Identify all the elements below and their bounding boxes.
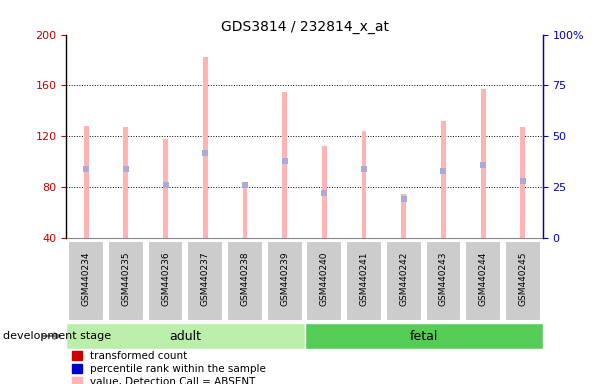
Text: GSM440245: GSM440245 (519, 252, 528, 306)
Text: GSM440242: GSM440242 (399, 252, 408, 306)
FancyBboxPatch shape (466, 241, 501, 321)
Bar (124, 127, 128, 238)
Text: GSM440240: GSM440240 (320, 252, 329, 306)
Text: GSM440234: GSM440234 (81, 252, 90, 306)
FancyBboxPatch shape (386, 241, 421, 321)
FancyBboxPatch shape (227, 241, 263, 321)
FancyBboxPatch shape (188, 241, 223, 321)
FancyBboxPatch shape (346, 241, 382, 321)
Text: GSM440235: GSM440235 (121, 251, 130, 306)
FancyBboxPatch shape (306, 241, 343, 321)
FancyBboxPatch shape (267, 241, 303, 321)
Bar (441, 121, 446, 238)
FancyBboxPatch shape (66, 323, 305, 349)
Bar (362, 131, 367, 238)
Text: GSM440243: GSM440243 (439, 252, 448, 306)
Text: GSM440244: GSM440244 (479, 252, 488, 306)
Bar (322, 147, 327, 238)
FancyBboxPatch shape (505, 241, 541, 321)
Bar (481, 89, 485, 238)
Text: development stage: development stage (3, 331, 111, 341)
Legend: transformed count, percentile rank within the sample, value, Detection Call = AB: transformed count, percentile rank withi… (72, 351, 266, 384)
FancyBboxPatch shape (305, 323, 543, 349)
Bar (203, 58, 207, 238)
FancyBboxPatch shape (426, 241, 461, 321)
Bar (163, 139, 168, 238)
Title: GDS3814 / 232814_x_at: GDS3814 / 232814_x_at (221, 20, 388, 33)
Bar (520, 127, 525, 238)
FancyBboxPatch shape (148, 241, 183, 321)
Bar (84, 126, 89, 238)
Bar (242, 185, 247, 238)
Bar (402, 194, 406, 238)
Text: fetal: fetal (409, 329, 438, 343)
FancyBboxPatch shape (108, 241, 144, 321)
Text: GSM440241: GSM440241 (359, 252, 368, 306)
Bar (282, 92, 287, 238)
FancyBboxPatch shape (68, 241, 104, 321)
Text: adult: adult (169, 329, 201, 343)
Text: GSM440238: GSM440238 (241, 251, 250, 306)
Text: GSM440237: GSM440237 (201, 251, 210, 306)
Text: GSM440239: GSM440239 (280, 251, 289, 306)
Text: GSM440236: GSM440236 (161, 251, 170, 306)
